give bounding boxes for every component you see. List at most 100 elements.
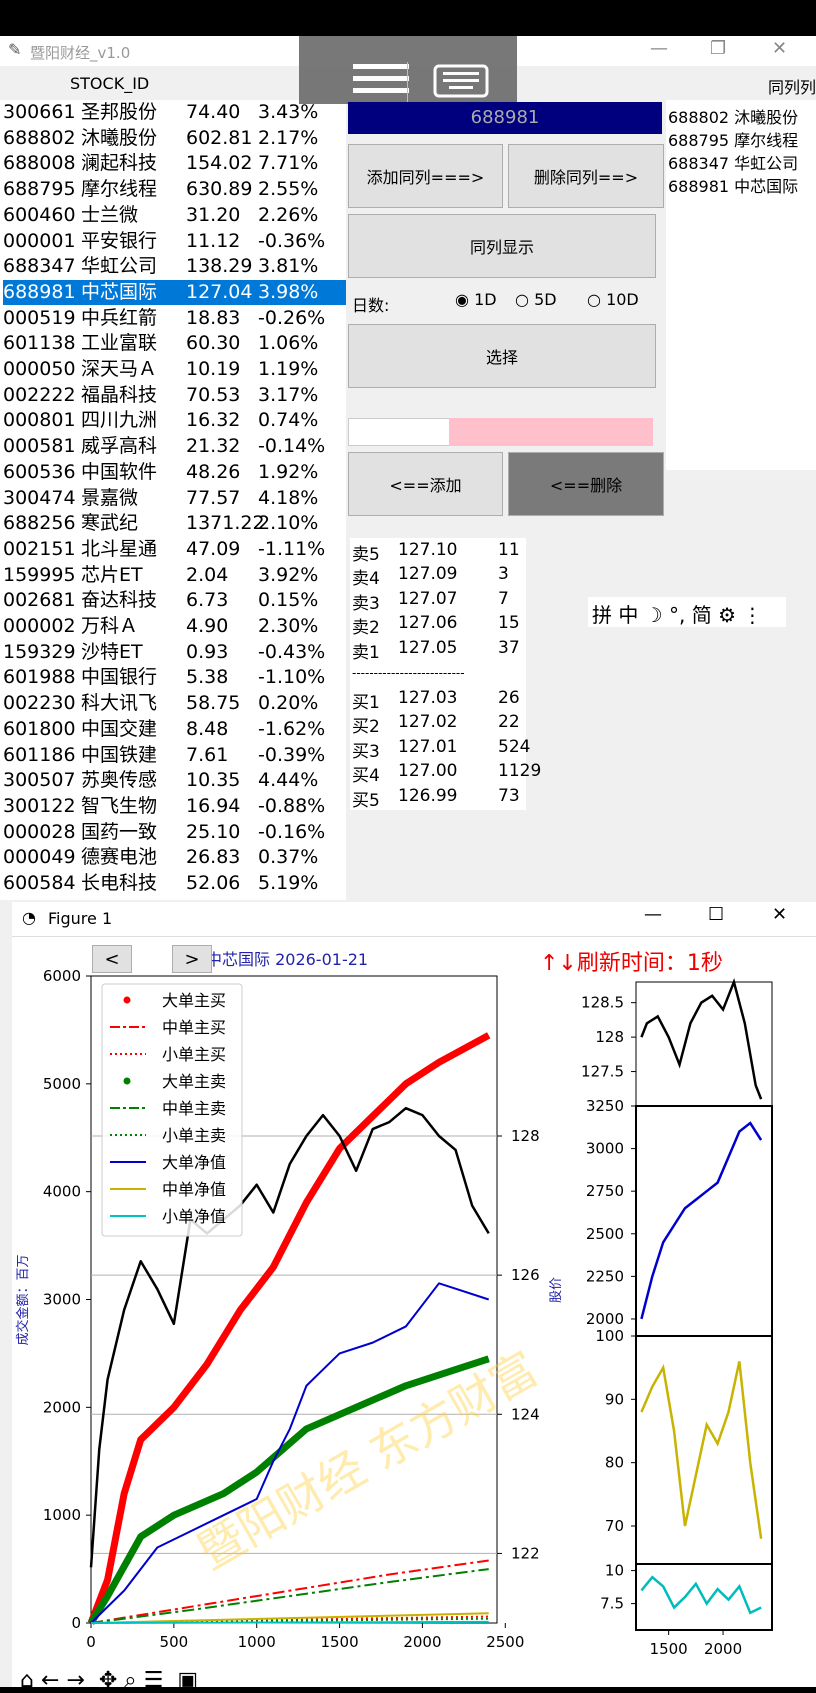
- figure-minimize-icon[interactable]: —: [644, 904, 662, 925]
- stock-row[interactable]: 000002 万科Ａ 4.90 2.30%: [3, 614, 346, 639]
- series-line: [90, 1568, 489, 1624]
- delete-peer-button[interactable]: 删除同列==>: [508, 144, 664, 208]
- stock-row[interactable]: 159995 芯片ET 2.04 3.92%: [3, 563, 346, 588]
- stock-row[interactable]: 002230 科大讯飞 58.75 0.20%: [3, 691, 346, 716]
- add-peer-button[interactable]: 添加同列===>: [348, 144, 503, 208]
- stock-row[interactable]: 600584 长电科技 52.06 5.19%: [3, 871, 346, 896]
- show-peer-button[interactable]: 同列显示: [348, 214, 656, 278]
- stock-row[interactable]: 159329 沙特ET 0.93 -0.43%: [3, 640, 346, 665]
- next-button[interactable]: >: [172, 945, 212, 973]
- legend-label: 小单主卖: [162, 1126, 226, 1145]
- peer-item[interactable]: 688795 摩尔线程: [668, 131, 799, 150]
- stock-row[interactable]: 601988 中国银行 5.38 -1.10%: [3, 665, 346, 690]
- stock-code: 688008: [3, 152, 76, 175]
- mini-y-tick-label: 2750: [586, 1182, 624, 1200]
- stock-row[interactable]: 002151 北斗星通 47.09 -1.11%: [3, 537, 346, 562]
- stock-price: 10.35: [186, 769, 241, 792]
- select-button[interactable]: 选择: [348, 324, 656, 388]
- pan-icon[interactable]: ✥: [98, 1668, 118, 1693]
- mini-y-tick-label: 2500: [586, 1225, 624, 1243]
- forward-icon[interactable]: →: [66, 1668, 85, 1693]
- y-tick-label: 1000: [43, 1506, 81, 1524]
- stock-row[interactable]: 688008 澜起科技 154.02 7.71%: [3, 151, 346, 176]
- stock-code: 300507: [3, 769, 76, 792]
- stock-row[interactable]: 000050 深天马Ａ 10.19 1.19%: [3, 357, 346, 382]
- legend-marker: [123, 1077, 131, 1085]
- series-line: [89, 1106, 490, 1568]
- stock-row[interactable]: 002222 福晶科技 70.53 3.17%: [3, 383, 346, 408]
- prev-button[interactable]: <: [92, 945, 132, 973]
- series-line: [88, 1355, 490, 1625]
- stock-row[interactable]: 000001 平安银行 11.12 -0.36%: [3, 229, 346, 254]
- stock-code: 159995: [3, 563, 76, 586]
- stock-price: 7.61: [186, 743, 229, 766]
- figure-maximize-icon[interactable]: ☐: [708, 904, 725, 925]
- minimize-icon[interactable]: —: [650, 38, 668, 59]
- overlay-toolbar: [299, 36, 517, 106]
- stock-row[interactable]: 002681 奋达科技 6.73 0.15%: [3, 588, 346, 613]
- keyboard-icon[interactable]: [433, 64, 489, 98]
- order-volume: 37: [498, 637, 520, 658]
- stock-row[interactable]: 000049 德赛电池 26.83 0.37%: [3, 845, 346, 870]
- peer-listbox[interactable]: 688802 沐曦股份 688795 摩尔线程 688347 华虹公司 688981 …: [666, 100, 816, 470]
- stock-row[interactable]: 601800 中国交建 8.48 -1.62%: [3, 717, 346, 742]
- stock-row[interactable]: 300474 景嘉微 77.57 4.18%: [3, 486, 346, 511]
- order-volume: 3: [498, 564, 509, 585]
- stock-name: 深天马Ａ: [81, 358, 158, 380]
- stock-row[interactable]: 688802 沐曦股份 602.81 2.17%: [3, 126, 346, 151]
- radio-10d[interactable]: ○ 10D: [587, 290, 639, 309]
- home-icon[interactable]: ⌂: [20, 1668, 34, 1693]
- stock-row[interactable]: 688256 寒武纪 1371.22 2.10%: [3, 511, 346, 536]
- stock-price: 127.04: [186, 280, 253, 303]
- stock-row[interactable]: 600460 士兰微 31.20 2.26%: [3, 203, 346, 228]
- stock-price: 154.02: [186, 152, 253, 175]
- stock-row[interactable]: 300507 苏奥传感 10.35 4.44%: [3, 768, 346, 793]
- overlay-icons: [353, 62, 489, 106]
- stock-row[interactable]: 688347 华虹公司 138.29 3.81%: [3, 254, 346, 279]
- x-tick-label: 1500: [320, 1633, 358, 1651]
- stock-code-input[interactable]: 688981: [348, 102, 662, 134]
- x-tick-label: 500: [160, 1633, 189, 1651]
- stock-price: 60.30: [186, 332, 241, 355]
- stock-row[interactable]: 000581 威孚高科 21.32 -0.14%: [3, 434, 346, 459]
- ime-toolbar[interactable]: 拼 中 ☽ °, 简 ⚙ ⋮: [588, 597, 786, 627]
- stock-row[interactable]: 300122 智飞生物 16.94 -0.88%: [3, 794, 346, 819]
- stock-name: 士兰微: [81, 203, 139, 226]
- delete-button[interactable]: <==删除: [508, 452, 664, 516]
- stock-row[interactable]: 300661 圣邦股份 74.40 3.43%: [3, 100, 346, 125]
- figure-close-icon[interactable]: ✕: [772, 904, 788, 925]
- back-icon[interactable]: ←: [40, 1668, 60, 1693]
- radio-5d[interactable]: ○ 5D: [515, 290, 557, 309]
- order-volume: 73: [498, 785, 520, 806]
- stock-row[interactable]: 688795 摩尔线程 630.89 2.55%: [3, 177, 346, 202]
- mini-y-tick-label: 3250: [586, 1097, 624, 1115]
- peer-item[interactable]: 688802 沐曦股份: [668, 108, 799, 127]
- stock-row[interactable]: 601138 工业富联 60.30 1.06%: [3, 331, 346, 356]
- menu-icon[interactable]: [353, 64, 409, 93]
- save-icon[interactable]: ▣: [177, 1668, 199, 1693]
- stock-row[interactable]: 600536 中国软件 48.26 1.92%: [3, 460, 346, 485]
- stock-row[interactable]: 601186 中国铁建 7.61 -0.39%: [3, 743, 346, 768]
- stock-price: 47.09: [186, 537, 241, 560]
- stock-change: 4.44%: [258, 769, 319, 792]
- stock-price: 2.04: [186, 563, 229, 586]
- close-icon[interactable]: ✕: [772, 38, 788, 59]
- figure-app-icon: ◔: [22, 908, 36, 927]
- add-button[interactable]: <==添加: [348, 452, 503, 516]
- radio-1d[interactable]: ◉ 1D: [455, 290, 497, 309]
- stock-row[interactable]: 000801 四川九洲 16.32 0.74%: [3, 408, 346, 433]
- zoom-icon[interactable]: ⌕: [124, 1668, 137, 1693]
- stock-code: 000049: [3, 846, 76, 869]
- order-price: 127.01: [398, 736, 458, 757]
- stock-row[interactable]: 000028 国药一致 25.10 -0.16%: [3, 820, 346, 845]
- peer-item[interactable]: 688347 华虹公司: [668, 154, 799, 173]
- stock-row[interactable]: 688981 中芯国际 127.04 3.98%: [3, 279, 346, 305]
- peer-item[interactable]: 688981 中芯国际: [668, 177, 799, 196]
- restore-icon[interactable]: ❐: [710, 38, 727, 59]
- configure-icon[interactable]: ☰: [143, 1668, 164, 1693]
- stock-listbox[interactable]: 300661 圣邦股份 74.40 3.43% 688802 沐曦股份 602.81 2.17…: [0, 100, 346, 900]
- stock-row[interactable]: 000519 中兵红箭 18.83 -0.26%: [3, 306, 346, 331]
- window-title: 暨阳财经_v1.0: [30, 44, 131, 62]
- order-volume: 26: [498, 688, 520, 708]
- mini-x-tick-label: 1500: [650, 1640, 688, 1658]
